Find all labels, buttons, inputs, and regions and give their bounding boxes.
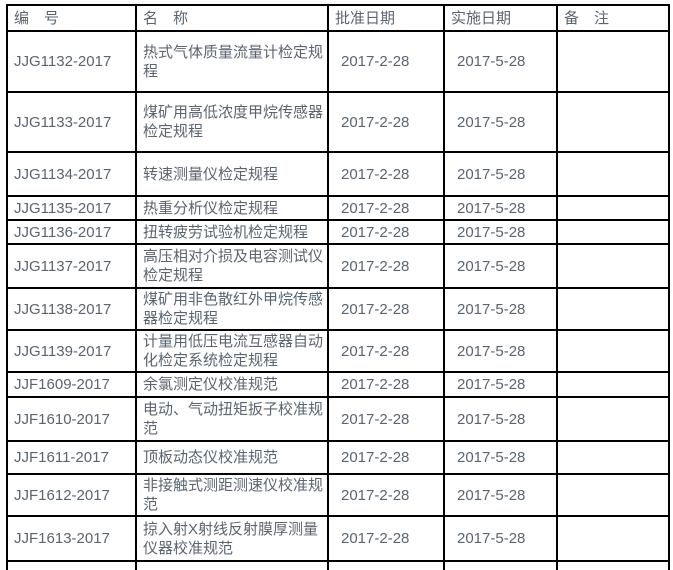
table-row: JJF1613-2017 掠入射X射线反射膜厚测量仪器校准规范 2017-2-28 2… (6, 515, 670, 562)
cell-remark (556, 91, 670, 153)
cell-remark (556, 473, 670, 517)
cell-remark (556, 560, 670, 570)
cell-id: JJF1611-2017 (6, 440, 137, 475)
table-row: JJF1614-2017抗生素效价测定仪校准规范2017-2-282017-5-… (6, 560, 670, 570)
table-body: JJG1132-2017 热式气体质量流量计检定规程 2017-2-28 2017-5… (6, 30, 670, 570)
cell-approval-date: 2017-2-28 (327, 30, 445, 93)
cell-name: 扭转疲劳试验机检定规程 (135, 219, 329, 245)
cell-name: 顶板动态仪校准规范 (135, 440, 329, 475)
cell-id: JJF1613-2017 (6, 515, 137, 562)
cell-id: JJG1139-2017 (6, 329, 137, 373)
cell-remark (556, 30, 670, 93)
cell-approval-date: 2017-2-28 (327, 440, 445, 475)
column-header-implementation-date: 实施日期 (443, 4, 558, 32)
table-row: JJG1139-2017 计量用低压电流互感器自动化检定系统检定规程 2017-2-… (6, 329, 670, 373)
cell-approval-date: 2017-2-28 (327, 560, 445, 570)
cell-approval-date: 2017-2-28 (327, 151, 445, 197)
cell-remark (556, 287, 670, 331)
cell-id: JJG1132-2017 (6, 30, 137, 93)
table-row: JJG1132-2017 热式气体质量流量计检定规程 2017-2-28 2017-5… (6, 30, 670, 93)
cell-approval-date: 2017-2-28 (327, 329, 445, 373)
cell-implementation-date: 2017-5-28 (443, 329, 558, 373)
cell-name: 煤矿用非色散红外甲烷传感器检定规程 (135, 287, 329, 331)
cell-id: JJF1609-2017 (6, 371, 137, 398)
cell-approval-date: 2017-2-28 (327, 219, 445, 245)
cell-implementation-date: 2017-5-28 (443, 440, 558, 475)
table-row: JJG1137-2017 高压相对介损及电容测试仪检定规程 2017-2-28 201… (6, 243, 670, 289)
cell-name: 余氯测定仪校准规范 (135, 371, 329, 398)
cell-approval-date: 2017-2-28 (327, 371, 445, 398)
cell-remark (556, 396, 670, 442)
cell-name: 掠入射X射线反射膜厚测量仪器校准规范 (135, 515, 329, 562)
cell-id: JJG1134-2017 (6, 151, 137, 197)
cell-implementation-date: 2017-5-28 (443, 91, 558, 153)
cell-name: 计量用低压电流互感器自动化检定系统检定规程 (135, 329, 329, 373)
cell-approval-date: 2017-2-28 (327, 396, 445, 442)
cell-remark (556, 440, 670, 475)
column-header-remark: 备 注 (556, 4, 670, 32)
cell-approval-date: 2017-2-28 (327, 243, 445, 289)
cell-implementation-date: 2017-5-28 (443, 371, 558, 398)
standards-table: 编 号 名 称 批准日期 实施日期 备 注 JJG1132-2017 热式气体质量… (6, 4, 670, 570)
table-row: JJG1133-2017 煤矿用高低浓度甲烷传感器检定规程 2017-2-28 201… (6, 91, 670, 153)
table-header-row: 编 号 名 称 批准日期 实施日期 备 注 (6, 4, 670, 32)
cell-implementation-date: 2017-5-28 (443, 515, 558, 562)
cell-id: JJG1137-2017 (6, 243, 137, 289)
cell-approval-date: 2017-2-28 (327, 515, 445, 562)
cell-name: 高压相对介损及电容测试仪检定规程 (135, 243, 329, 289)
cell-implementation-date: 2017-5-28 (443, 560, 558, 570)
cell-approval-date: 2017-2-28 (327, 91, 445, 153)
cell-id: JJF1612-2017 (6, 473, 137, 517)
cell-remark (556, 371, 670, 398)
cell-remark (556, 329, 670, 373)
cell-id: JJG1138-2017 (6, 287, 137, 331)
cell-remark (556, 195, 670, 221)
cell-name: 非接触式测距测速仪校准规范 (135, 473, 329, 517)
cell-remark (556, 219, 670, 245)
table-row: JJF1609-2017 余氯测定仪校准规范 2017-2-28 2017-5-28 (6, 371, 670, 398)
cell-name: 转速测量仪检定规程 (135, 151, 329, 197)
cell-name: 热式气体质量流量计检定规程 (135, 30, 329, 93)
cell-id: JJG1136-2017 (6, 219, 137, 245)
table-row: JJG1135-2017 热重分析仪检定规程 2017-2-28 2017-5-28 (6, 195, 670, 221)
cell-id: JJG1135-2017 (6, 195, 137, 221)
cell-approval-date: 2017-2-28 (327, 195, 445, 221)
cell-name: 抗生素效价测定仪校准规范 (135, 560, 329, 570)
cell-implementation-date: 2017-5-28 (443, 473, 558, 517)
cell-name: 热重分析仪检定规程 (135, 195, 329, 221)
table-row: JJF1610-2017 电动、气动扭矩扳子校准规范 2017-2-28 2017-5… (6, 396, 670, 442)
cell-remark (556, 243, 670, 289)
table-row: JJG1138-2017 煤矿用非色散红外甲烷传感器检定规程 2017-2-28 20… (6, 287, 670, 331)
cell-implementation-date: 2017-5-28 (443, 195, 558, 221)
cell-implementation-date: 2017-5-28 (443, 151, 558, 197)
cell-remark (556, 151, 670, 197)
cell-id: JJF1614-2017 (6, 560, 137, 570)
cell-id: JJG1133-2017 (6, 91, 137, 153)
cell-remark (556, 515, 670, 562)
cell-implementation-date: 2017-5-28 (443, 243, 558, 289)
table-row: JJF1611-2017 顶板动态仪校准规范 2017-2-28 2017-5-28 (6, 440, 670, 475)
cell-implementation-date: 2017-5-28 (443, 219, 558, 245)
column-header-approval-date: 批准日期 (327, 4, 445, 32)
column-header-id: 编 号 (6, 4, 137, 32)
cell-implementation-date: 2017-5-28 (443, 30, 558, 93)
column-header-name: 名 称 (135, 4, 329, 32)
table-row: JJG1134-2017 转速测量仪检定规程 2017-2-28 2017-5-28 (6, 151, 670, 197)
cell-approval-date: 2017-2-28 (327, 287, 445, 331)
cell-approval-date: 2017-2-28 (327, 473, 445, 517)
cell-name: 煤矿用高低浓度甲烷传感器检定规程 (135, 91, 329, 153)
cell-name: 电动、气动扭矩扳子校准规范 (135, 396, 329, 442)
cell-implementation-date: 2017-5-28 (443, 287, 558, 331)
cell-implementation-date: 2017-5-28 (443, 396, 558, 442)
cell-id: JJF1610-2017 (6, 396, 137, 442)
table-row: JJF1612-2017 非接触式测距测速仪校准规范 2017-2-28 2017-5… (6, 473, 670, 517)
table-row: JJG1136-2017 扭转疲劳试验机检定规程 2017-2-28 2017-5-2… (6, 219, 670, 245)
